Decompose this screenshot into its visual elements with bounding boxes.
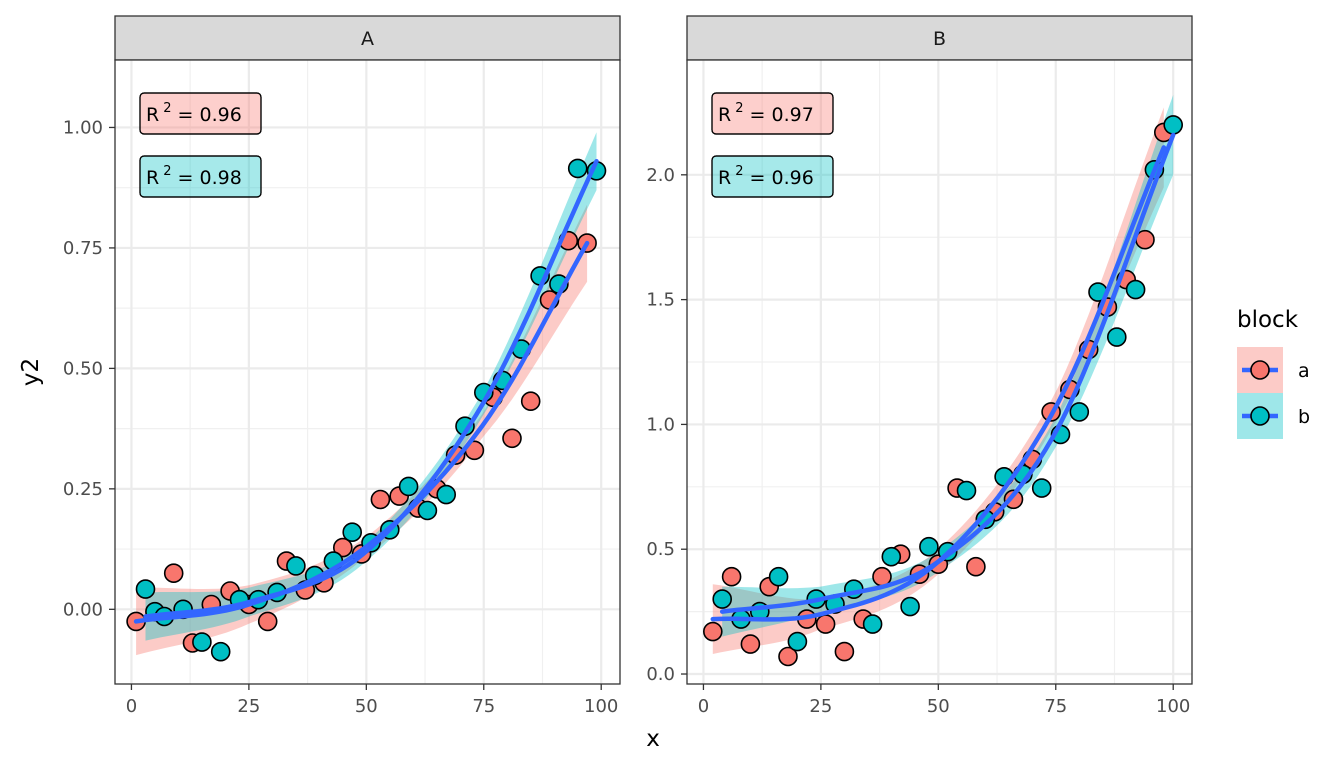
data-point (1003, 489, 1024, 510)
legend-title: block (1237, 307, 1299, 333)
x-tick-label: 100 (584, 696, 618, 717)
data-point (520, 391, 541, 412)
data-point (192, 632, 212, 652)
x-tick-label: 0 (126, 696, 137, 717)
strip-label-b: B (933, 28, 946, 50)
plot-area-b: 0 25 50 75 100 0.0 0.5 1.0 1.5 2.0 R 2 = 0.97 R 2 = 0… (646, 59, 1193, 717)
legend-key-point (1250, 360, 1270, 380)
data-point (1031, 478, 1052, 498)
legend: block ab (1237, 307, 1310, 439)
data-point (1107, 327, 1127, 347)
x-tick-label: 100 (1156, 696, 1190, 717)
panel-border-b (686, 59, 1193, 685)
confidence-band-b (722, 94, 1174, 637)
y-tick-label: 0.50 (63, 358, 103, 379)
grid-minor-a (115, 60, 620, 684)
strip-a (114, 15, 621, 61)
y-tick-label: 0.75 (63, 238, 103, 259)
fit-line-a (133, 240, 590, 624)
data-point (567, 158, 588, 179)
data-point (210, 641, 231, 662)
legend-keys: ab (1237, 347, 1310, 439)
data-point (417, 500, 438, 521)
data-point (1069, 402, 1090, 422)
data-point (702, 621, 723, 642)
y-tick-label: 0.5 (646, 539, 675, 560)
data-point (502, 428, 522, 449)
data-point (966, 556, 986, 577)
data-point (1125, 279, 1146, 300)
legend-key-b: b (1237, 393, 1310, 439)
data-point (721, 566, 742, 587)
data-point (881, 546, 902, 567)
panel-b: B 0 25 50 75 100 0.0 0.5 1.0 1.5 2.0 R 2 = 0.97 R 2 =… (646, 15, 1193, 717)
strip-b (686, 15, 1193, 61)
data-point (1163, 115, 1183, 135)
x-tick-label: 75 (472, 696, 495, 717)
r2-label-border (711, 155, 834, 198)
x-tick-label: 50 (355, 696, 378, 717)
panel-background-a (115, 60, 620, 684)
data-point (740, 634, 761, 654)
y-tick-label: 0.00 (63, 599, 103, 620)
panel-border-a (114, 59, 621, 685)
x-tick-label: 75 (1044, 696, 1067, 717)
y-tick-label: 2.0 (646, 165, 675, 186)
y-tick-label: 1.00 (63, 117, 103, 138)
fit-line-b (719, 132, 1176, 614)
data-point (834, 641, 855, 662)
data-point (163, 563, 184, 584)
y-tick-label: 1.5 (646, 290, 675, 311)
x-tick-label: 25 (809, 696, 832, 717)
strip-label-a: A (361, 28, 374, 50)
y-tick-label: 0.0 (646, 664, 675, 685)
fit-line-b (143, 158, 599, 619)
x-tick-label: 25 (237, 696, 260, 717)
grid-minor-b (687, 60, 1192, 684)
r2-label-border (711, 92, 834, 135)
grid-major-a (115, 60, 620, 684)
y-tick-label: 1.0 (646, 414, 675, 435)
y-axis-title: y2 (18, 358, 44, 386)
data-point (436, 484, 457, 505)
data-point (768, 566, 789, 587)
data-point (862, 614, 883, 634)
legend-key-point (1250, 406, 1270, 426)
r2-label-border (139, 92, 262, 135)
data-point (956, 480, 977, 501)
panel-a: A 0 25 50 75 100 0.00 0.25 0.50 0.75 1.00 R 2 = 0.9… (63, 15, 621, 717)
legend-key-a: a (1237, 347, 1310, 393)
data-point (919, 536, 939, 557)
r2-label-border (139, 155, 262, 198)
data-point (286, 556, 306, 576)
legend-label-b: b (1298, 406, 1310, 428)
x-tick-label: 0 (698, 696, 709, 717)
data-point (135, 579, 156, 599)
y-tick-label: 0.25 (63, 479, 103, 500)
x-axis-title: x (646, 726, 660, 752)
data-point (712, 589, 733, 609)
data-point (815, 614, 836, 634)
data-point (370, 489, 391, 510)
data-point (778, 646, 798, 667)
plot-area-a: 0 25 50 75 100 0.00 0.25 0.50 0.75 1.00 R 2 = 0.96 R… (63, 59, 621, 717)
data-point (332, 537, 353, 558)
data-point (257, 611, 278, 632)
data-point (787, 631, 808, 652)
data-point (900, 596, 920, 617)
x-tick-label: 50 (927, 696, 950, 717)
legend-label-a: a (1298, 360, 1310, 382)
data-point (342, 522, 363, 543)
data-point (398, 476, 419, 497)
